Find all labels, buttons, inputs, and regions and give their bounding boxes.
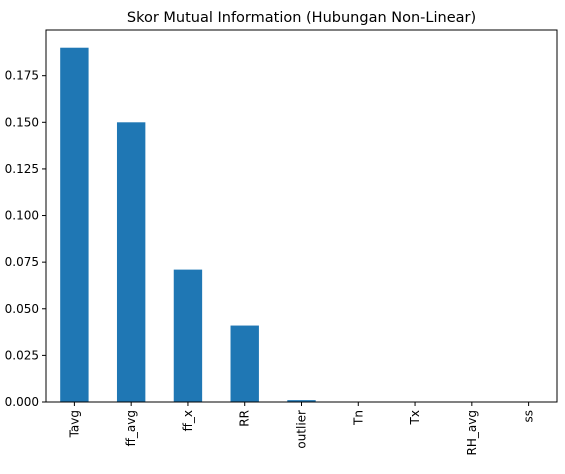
bar-outlier [287,400,316,402]
x-axis: Tavg ff_avg ff_x RR outlier Tn Tx RH_avg ss [67,402,536,455]
x-tick-label: Tavg [67,410,81,438]
x-tick-label: ss [522,410,536,423]
y-tick-label: 0.050 [5,302,39,316]
x-tick-label: ff_avg [124,410,138,446]
x-tick-label: Tn [351,410,365,426]
bars-group [60,47,316,402]
y-axis: 0.000 0.025 0.050 0.075 0.100 0.125 0.150 0.175 [5,69,46,409]
x-tick-label: ff_x [181,410,195,431]
chart-title: Skor Mutual Information (Hubungan Non-Li… [127,10,476,26]
x-tick-label: Tx [408,410,422,425]
y-tick-label: 0.175 [5,69,39,83]
x-tick-label: RR [238,410,252,427]
y-tick-label: 0.125 [5,162,39,176]
x-tick-label: outlier [295,410,309,449]
y-tick-label: 0.100 [5,209,39,223]
bar-rr [230,325,259,402]
bar-ff-x [173,269,203,402]
bar-ff-avg [116,122,146,402]
x-tick-label: RH_avg [465,410,479,455]
y-tick-label: 0.025 [5,348,39,362]
y-tick-label: 0.075 [5,255,39,269]
y-tick-label: 0.000 [5,395,39,409]
plot-frame [45,29,558,403]
y-tick-label: 0.150 [5,115,39,129]
bar-tavg [60,47,89,402]
